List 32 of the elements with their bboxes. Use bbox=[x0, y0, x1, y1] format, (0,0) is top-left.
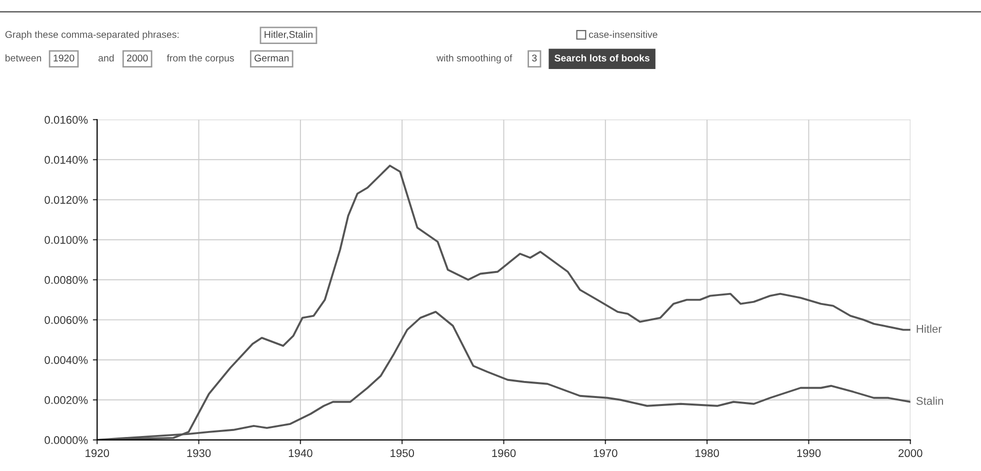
text: case-insensitive bbox=[589, 30, 658, 38]
y-tick-label: 0.0040% bbox=[44, 356, 88, 364]
x-tick-label: 1960 bbox=[492, 449, 516, 458]
x-tick-label: 1950 bbox=[390, 449, 414, 458]
y-tick-label: 0.0120% bbox=[44, 196, 88, 204]
series-label: Stalin bbox=[916, 396, 943, 405]
text: German bbox=[254, 54, 289, 62]
x-tick-label: 1980 bbox=[696, 449, 719, 458]
text: Hitler,Stalin bbox=[264, 30, 312, 40]
x-tick-label: 1920 bbox=[86, 449, 110, 458]
text: Search lots of books bbox=[554, 54, 650, 62]
y-tick-label: 0.0060% bbox=[44, 316, 88, 324]
y-tick-label: 0.0140% bbox=[44, 156, 88, 164]
text: 2000 bbox=[127, 54, 148, 62]
text: Graph these comma-separated phrases: bbox=[5, 30, 179, 40]
x-tick-label: 1970 bbox=[594, 449, 618, 458]
x-tick-label: 1990 bbox=[797, 449, 821, 458]
text: 3 bbox=[532, 54, 537, 62]
y-tick-label: 0.0000% bbox=[44, 436, 88, 444]
x-tick-label: 1940 bbox=[288, 449, 312, 458]
series-label: Hitler bbox=[916, 324, 942, 333]
y-tick-label: 0.0020% bbox=[44, 396, 88, 404]
x-tick-label: 2000 bbox=[898, 449, 922, 458]
text: and bbox=[98, 54, 114, 62]
y-tick-label: 0.0080% bbox=[44, 276, 88, 284]
text: 1920 bbox=[54, 54, 74, 62]
x-tick-label: 1930 bbox=[187, 449, 211, 458]
text: with smoothing of bbox=[436, 54, 512, 64]
text: from the corpus bbox=[166, 54, 234, 64]
text: between bbox=[6, 54, 42, 62]
y-tick-label: 0.0100% bbox=[44, 236, 88, 244]
y-tick-label: 0.0160% bbox=[44, 116, 88, 124]
